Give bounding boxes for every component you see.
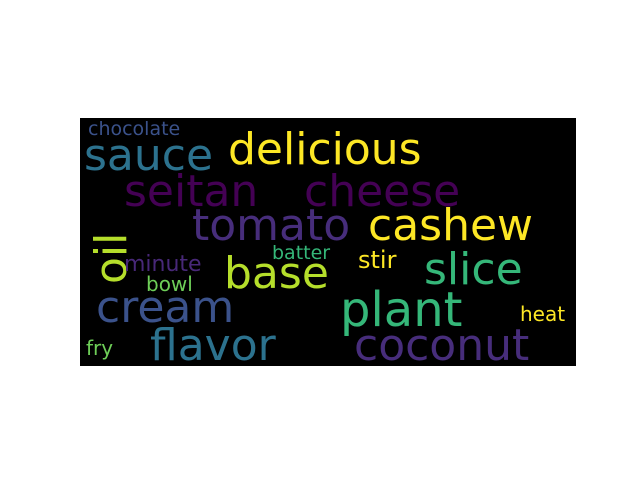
word-cloud: chocolate sauce delicious seitan cheese … xyxy=(80,118,576,366)
word-tomato: tomato xyxy=(192,200,351,251)
word-seitan: seitan xyxy=(124,166,259,217)
word-slice: slice xyxy=(424,244,523,295)
word-base: base xyxy=(224,248,329,299)
word-plant: plant xyxy=(340,282,463,338)
word-cashew: cashew xyxy=(368,200,534,251)
word-coconut: coconut xyxy=(354,320,530,367)
word-batter: batter xyxy=(272,242,331,264)
word-cheese: cheese xyxy=(304,166,461,217)
word-sauce: sauce xyxy=(84,130,214,181)
word-delicious: delicious xyxy=(228,124,422,175)
word-stir: stir xyxy=(358,246,397,274)
word-bowl: bowl xyxy=(146,272,193,296)
word-cream: cream xyxy=(96,282,235,333)
word-chocolate: chocolate xyxy=(88,118,181,140)
word-minute: minute xyxy=(124,252,202,277)
word-fry: fry xyxy=(86,336,114,360)
word-flavor: flavor xyxy=(150,320,276,367)
word-heat: heat xyxy=(520,302,566,326)
